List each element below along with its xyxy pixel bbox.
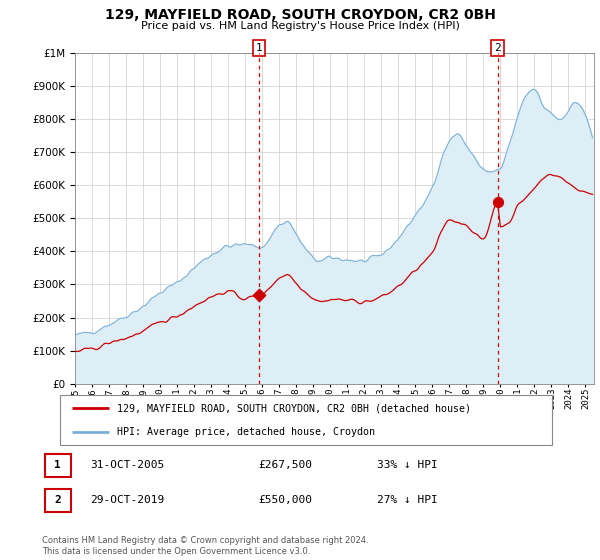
Text: Contains HM Land Registry data © Crown copyright and database right 2024.
This d: Contains HM Land Registry data © Crown c… [42, 536, 368, 556]
Text: Price paid vs. HM Land Registry's House Price Index (HPI): Price paid vs. HM Land Registry's House … [140, 21, 460, 31]
Bar [45, 454, 71, 477]
Text: 129, MAYFIELD ROAD, SOUTH CROYDON, CR2 0BH: 129, MAYFIELD ROAD, SOUTH CROYDON, CR2 0… [104, 8, 496, 22]
Point [254, 291, 264, 300]
Bar [45, 489, 71, 512]
Text: £267,500: £267,500 [258, 460, 312, 470]
Text: 1: 1 [54, 460, 61, 470]
Text: 1: 1 [256, 43, 263, 53]
Text: 2: 2 [494, 43, 501, 53]
Point [493, 198, 502, 207]
Text: 2: 2 [54, 495, 61, 505]
Text: 129, MAYFIELD ROAD, SOUTH CROYDON, CR2 0BH (detached house): 129, MAYFIELD ROAD, SOUTH CROYDON, CR2 0… [116, 403, 470, 413]
Text: HPI: Average price, detached house, Croydon: HPI: Average price, detached house, Croy… [116, 427, 374, 437]
Text: 29-OCT-2019: 29-OCT-2019 [91, 495, 165, 505]
Text: 31-OCT-2005: 31-OCT-2005 [91, 460, 165, 470]
Text: £550,000: £550,000 [258, 495, 312, 505]
Text: 33% ↓ HPI: 33% ↓ HPI [377, 460, 437, 470]
Text: 27% ↓ HPI: 27% ↓ HPI [377, 495, 437, 505]
